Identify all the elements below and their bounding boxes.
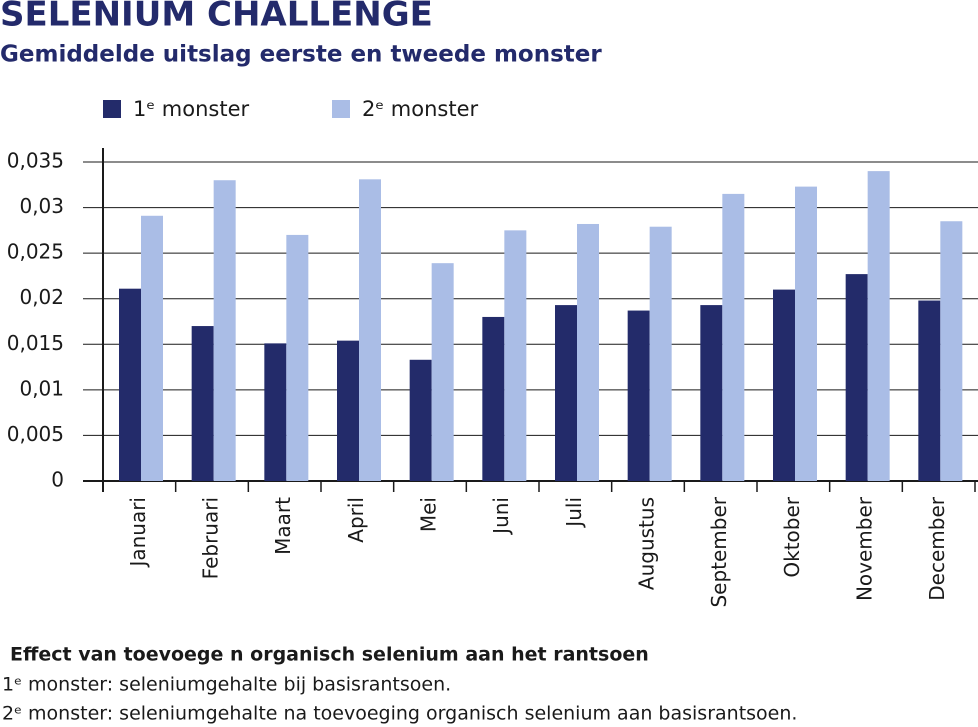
- bar: [845, 274, 868, 481]
- footnote: 1ᵉ monster: seleniumgehalte bij basisran…: [2, 674, 451, 696]
- bar: [431, 263, 454, 481]
- legend-label: 2ᵉ monster: [362, 97, 479, 121]
- bar: [213, 180, 236, 481]
- bar: [504, 230, 527, 481]
- x-tick-label: September: [707, 496, 731, 607]
- x-tick-label: Mei: [417, 497, 441, 532]
- bar: [773, 289, 795, 481]
- legend-label: 1ᵉ monster: [133, 97, 250, 121]
- bar: [918, 300, 941, 481]
- bar: [119, 288, 141, 481]
- bar: [359, 179, 381, 481]
- y-tick-label: 0,035: [7, 149, 64, 173]
- bar: [577, 223, 599, 481]
- chart-title: SELENIUM CHALLENGE: [0, 0, 433, 35]
- bar: [191, 326, 214, 481]
- y-tick-label: 0,005: [7, 422, 64, 446]
- y-tick-label: 0,015: [7, 331, 64, 355]
- y-tick-label: 0: [51, 468, 64, 492]
- bar: [141, 215, 163, 481]
- bar: [482, 316, 505, 481]
- bar: [700, 305, 723, 481]
- bar: [555, 305, 577, 481]
- x-tick-label: Juni: [489, 497, 513, 536]
- x-tick-label: Augustus: [635, 497, 659, 590]
- x-tick-label: Februari: [199, 497, 223, 579]
- bar: [409, 359, 432, 481]
- bar: [795, 186, 817, 481]
- legend-swatch: [332, 100, 350, 118]
- y-tick-label: 0,025: [7, 240, 64, 264]
- bar: [649, 226, 672, 481]
- bar: [722, 193, 745, 481]
- x-tick-label: April: [344, 497, 368, 543]
- footnote: 2ᵉ monster: seleniumgehalte na toevoegin…: [2, 703, 797, 725]
- bar: [867, 171, 890, 481]
- y-tick-label: 0,02: [19, 285, 64, 309]
- y-tick-label: 0,03: [19, 194, 64, 218]
- x-tick-label: November: [853, 496, 877, 601]
- bar: [940, 221, 963, 481]
- bar: [264, 343, 287, 481]
- legend-swatch: [103, 100, 121, 118]
- x-tick-label: Januari: [126, 497, 150, 569]
- x-tick-label: Oktober: [780, 496, 804, 577]
- x-tick-label: December: [925, 496, 949, 600]
- y-tick-label: 0,01: [19, 376, 64, 400]
- x-tick-label: Maart: [271, 497, 295, 555]
- footnote-title: Effect van toevoege n organisch selenium…: [10, 644, 649, 666]
- bar: [337, 340, 359, 481]
- bar: [286, 234, 309, 481]
- bar: [627, 310, 650, 481]
- chart-subtitle: Gemiddelde uitslag eerste en tweede mons…: [0, 42, 602, 68]
- x-tick-label: Juli: [562, 497, 586, 529]
